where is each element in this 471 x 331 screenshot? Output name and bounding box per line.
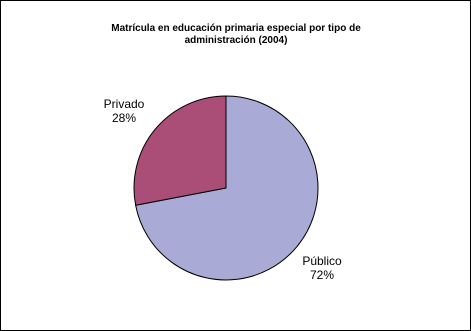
slice-value-publico: 72%	[309, 268, 335, 282]
slice-label-publico: Público 72%	[292, 254, 352, 282]
slice-label-privado: Privado 28%	[94, 97, 154, 125]
slice-value-privado: 28%	[111, 111, 137, 125]
pie-slice-privado	[133, 95, 227, 206]
slice-name-publico: Público	[302, 254, 342, 268]
chart-title: Matrícula en educación primaria especial…	[61, 23, 411, 47]
pie-slice-publico	[135, 95, 319, 281]
pie-slices	[133, 95, 319, 281]
slice-name-privado: Privado	[103, 97, 145, 111]
chart-title-line-1: Matrícula en educación primaria especial…	[111, 23, 361, 34]
chart-title-line-2: administración (2004)	[184, 35, 288, 46]
